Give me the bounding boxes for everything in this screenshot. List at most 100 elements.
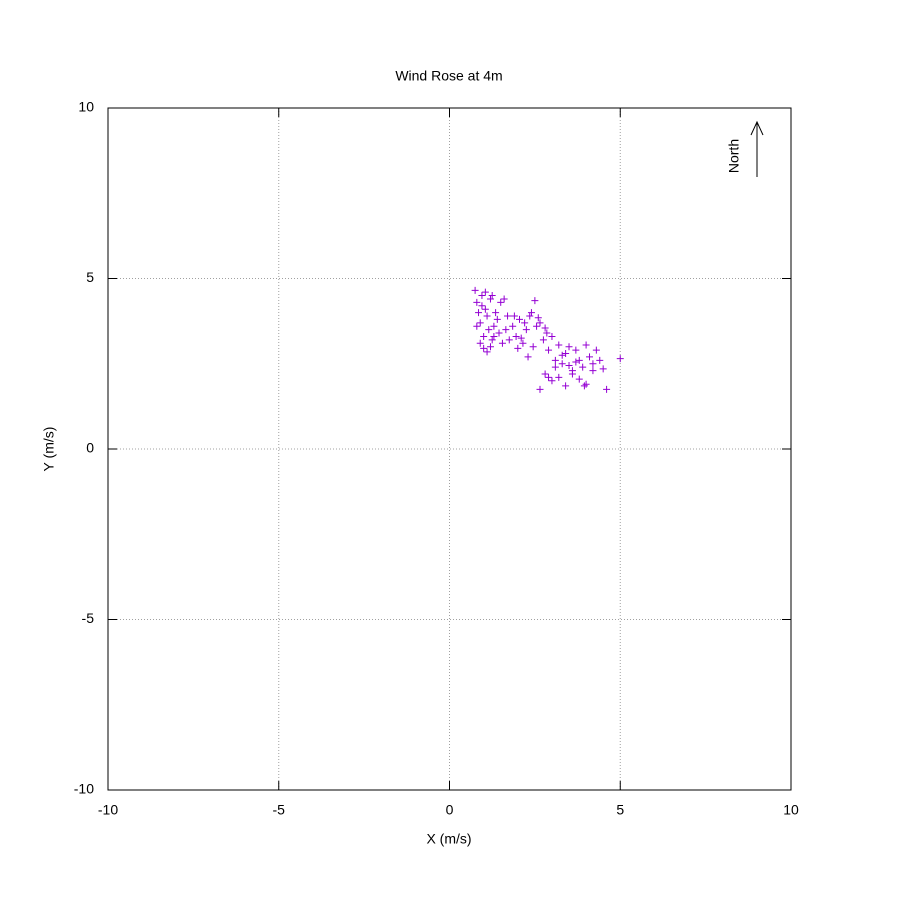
y-tick-label: -10: [74, 781, 94, 797]
x-tick-label: -5: [273, 802, 286, 818]
x-tick-label: 5: [616, 802, 624, 818]
point: [495, 329, 503, 337]
point: [603, 385, 611, 393]
point: [580, 382, 588, 390]
point: [476, 339, 484, 347]
point: [572, 346, 580, 354]
point: [586, 353, 594, 361]
x-tick-label: -10: [98, 802, 118, 818]
chart-title: Wind Rose at 4m: [395, 68, 502, 84]
point: [589, 360, 597, 368]
point: [582, 341, 590, 349]
point: [558, 351, 566, 359]
point: [476, 319, 484, 327]
point: [533, 322, 541, 330]
annotation: North: [726, 139, 742, 173]
point: [527, 309, 535, 317]
point: [555, 373, 563, 381]
point: [486, 343, 494, 351]
point: [531, 297, 539, 305]
point: [548, 377, 556, 385]
point: [519, 339, 527, 347]
point: [517, 334, 525, 342]
point: [481, 288, 489, 296]
point: [572, 358, 580, 366]
point: [599, 365, 607, 373]
point: [478, 292, 486, 300]
point: [516, 315, 524, 323]
x-tick-label: 0: [446, 802, 454, 818]
point: [536, 385, 544, 393]
point: [592, 346, 600, 354]
point: [483, 348, 491, 356]
point: [498, 339, 506, 347]
y-tick-label: 0: [86, 440, 94, 456]
y-tick-label: -5: [82, 610, 95, 626]
point: [521, 319, 529, 327]
point: [551, 363, 559, 371]
point: [522, 326, 530, 334]
point: [568, 370, 576, 378]
point: [582, 380, 590, 388]
point: [490, 322, 498, 330]
point: [473, 298, 481, 306]
point: [558, 360, 566, 368]
point: [483, 312, 491, 320]
point: [529, 343, 537, 351]
point: [565, 343, 573, 351]
point: [575, 356, 583, 364]
point: [481, 305, 489, 313]
point: [541, 370, 549, 378]
y-axis-label: Y (m/s): [41, 427, 57, 472]
point: [536, 319, 544, 327]
x-axis-label: X (m/s): [426, 831, 471, 847]
point: [562, 382, 570, 390]
point: [502, 326, 510, 334]
point: [504, 312, 512, 320]
point: [497, 298, 505, 306]
point: [473, 322, 481, 330]
point: [589, 367, 597, 375]
point: [541, 324, 549, 332]
point: [524, 353, 532, 361]
north-arrow: [750, 120, 764, 177]
point: [534, 314, 542, 322]
plot-border: [107, 107, 792, 791]
point: [478, 302, 486, 310]
x-tick-label: 10: [783, 802, 799, 818]
y-tick-label: 10: [78, 99, 94, 115]
y-tick-label: 5: [86, 269, 94, 285]
point: [505, 336, 513, 344]
point: [509, 322, 517, 330]
point: [548, 332, 556, 340]
point: [488, 336, 496, 344]
point: [475, 309, 483, 317]
point: [562, 350, 570, 358]
point: [551, 356, 559, 364]
point: [480, 332, 488, 340]
point: [486, 295, 494, 303]
point: [616, 355, 624, 363]
point: [514, 344, 522, 352]
point: [579, 363, 587, 371]
point: [596, 356, 604, 364]
point: [500, 295, 508, 303]
point: [485, 326, 493, 334]
point: [480, 344, 488, 352]
point: [492, 309, 500, 317]
point: [488, 292, 496, 300]
point: [526, 312, 534, 320]
point: [512, 332, 520, 340]
point: [493, 315, 501, 323]
point: [539, 336, 547, 344]
point: [555, 341, 563, 349]
point: [575, 375, 583, 383]
point: [545, 373, 553, 381]
point: [543, 329, 551, 337]
point: [490, 332, 498, 340]
point: [565, 361, 573, 369]
point: [471, 286, 479, 294]
point: [545, 346, 553, 354]
